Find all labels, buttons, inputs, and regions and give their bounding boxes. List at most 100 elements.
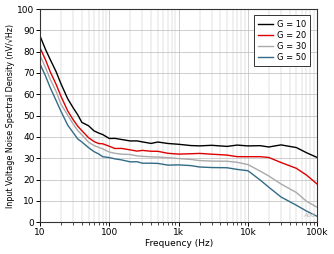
G = 30 (235, 161, 239, 164)
G = 50 (294, 204, 298, 207)
G = 20 (71, 118, 75, 121)
G = 10 (76, 113, 80, 116)
G = 30 (48, 78, 52, 81)
G = 50 (71, 131, 75, 134)
Line: G = 20: G = 20 (40, 48, 317, 184)
G = 10 (294, 146, 298, 149)
G = 50 (315, 215, 319, 218)
G = 10 (177, 143, 181, 146)
G = 50 (76, 137, 80, 140)
G = 20 (305, 173, 309, 177)
G = 10 (44, 48, 48, 51)
G = 10 (135, 139, 139, 142)
Line: G = 10: G = 10 (40, 36, 317, 157)
G = 20 (97, 142, 101, 145)
G = 20 (225, 154, 229, 157)
G = 50 (92, 150, 96, 153)
G = 10 (197, 144, 201, 147)
G = 30 (197, 159, 201, 162)
G = 20 (279, 161, 283, 164)
G = 10 (149, 142, 153, 145)
Legend: G = 10, G = 20, G = 30, G = 50: G = 10, G = 20, G = 30, G = 50 (254, 15, 310, 66)
G = 50 (166, 164, 170, 167)
X-axis label: Frequency (Hz): Frequency (Hz) (145, 240, 213, 248)
G = 10 (101, 133, 105, 136)
G = 30 (76, 129, 80, 132)
G = 20 (128, 148, 132, 151)
G = 10 (66, 97, 70, 100)
G = 20 (210, 153, 214, 156)
G = 50 (120, 158, 124, 162)
G = 50 (156, 162, 160, 165)
G = 10 (305, 151, 309, 154)
G = 20 (135, 150, 139, 153)
G = 50 (258, 179, 262, 182)
G = 10 (246, 144, 250, 147)
G = 30 (135, 154, 139, 157)
G = 30 (156, 155, 160, 158)
G = 30 (97, 146, 101, 149)
G = 20 (113, 147, 117, 150)
G = 10 (189, 144, 193, 147)
G = 20 (177, 153, 181, 156)
G = 10 (59, 82, 63, 85)
G = 50 (48, 86, 52, 89)
G = 20 (258, 155, 262, 158)
G = 20 (76, 125, 80, 128)
G = 20 (156, 150, 160, 153)
G = 50 (108, 156, 112, 159)
G = 50 (246, 169, 250, 172)
G = 20 (235, 155, 239, 158)
G = 50 (267, 186, 271, 189)
G = 30 (80, 133, 84, 136)
G = 30 (267, 174, 271, 178)
G = 50 (189, 164, 193, 167)
G = 50 (225, 166, 229, 169)
G = 50 (235, 168, 239, 171)
G = 50 (279, 195, 283, 198)
G = 30 (66, 114, 70, 117)
G = 10 (156, 140, 160, 144)
G = 30 (120, 153, 124, 156)
G = 30 (54, 90, 58, 93)
G = 20 (38, 46, 42, 50)
G = 20 (140, 149, 144, 152)
G = 10 (71, 106, 75, 109)
G = 10 (315, 156, 319, 159)
G = 10 (113, 137, 117, 140)
G = 30 (258, 170, 262, 173)
G = 20 (59, 95, 63, 98)
G = 20 (80, 129, 84, 132)
G = 10 (54, 70, 58, 73)
G = 30 (140, 155, 144, 158)
G = 50 (177, 163, 181, 166)
G = 10 (97, 132, 101, 135)
G = 20 (108, 145, 112, 148)
G = 10 (210, 144, 214, 147)
G = 30 (294, 191, 298, 194)
G = 10 (128, 139, 132, 142)
G = 20 (315, 183, 319, 186)
G = 30 (108, 151, 112, 154)
G = 20 (197, 152, 201, 155)
G = 50 (59, 110, 63, 113)
G = 20 (149, 150, 153, 153)
G = 10 (80, 121, 84, 124)
Y-axis label: Input Voltage Noise Spectral Density (nV/√Hz): Input Voltage Noise Spectral Density (nV… (6, 24, 15, 208)
G = 30 (87, 141, 91, 144)
G = 10 (279, 143, 283, 146)
G = 10 (258, 144, 262, 147)
G = 20 (189, 152, 193, 155)
G = 30 (305, 200, 309, 203)
G = 30 (101, 147, 105, 150)
G = 50 (87, 146, 91, 149)
G = 10 (108, 137, 112, 140)
G = 20 (246, 155, 250, 158)
Line: G = 30: G = 30 (40, 56, 317, 207)
G = 10 (120, 138, 124, 141)
G = 10 (225, 145, 229, 148)
G = 30 (177, 157, 181, 160)
G = 30 (44, 66, 48, 69)
G = 30 (166, 156, 170, 159)
G = 50 (210, 166, 214, 169)
